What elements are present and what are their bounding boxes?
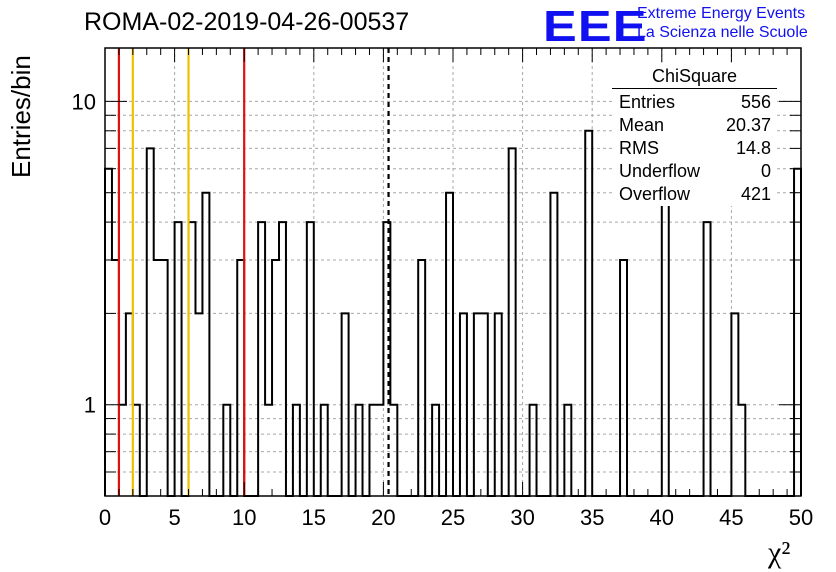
marker-lines (117, 48, 390, 496)
stats-label: Mean (619, 115, 665, 135)
stats-title: ChiSquare (612, 66, 777, 89)
histogram-outline (104, 129, 802, 497)
x-tick-label: 0 (99, 505, 111, 530)
tick-labels: 0 5 10 15 20 25 30 35 40 45 50 1 10 (72, 89, 814, 530)
logo-tagline-2: La Scienza nelle Scuole (637, 24, 808, 41)
x-tick-label: 20 (371, 505, 395, 530)
y-tick-label: 1 (84, 393, 96, 418)
histogram-bars (104, 129, 802, 497)
chart-title: ROMA-02-2019-04-26-00537 (84, 8, 410, 36)
x-tick-label: 50 (789, 505, 813, 530)
stats-label: Entries (619, 92, 676, 112)
x-axis-label: χ² (768, 536, 791, 569)
stats-label: Underflow (619, 161, 701, 181)
eee-logo: EEE (543, 2, 648, 51)
stats-row-mean: Mean 20.37 (612, 114, 777, 137)
logo-tagline-1: Extreme Energy Events (637, 5, 806, 22)
x-tick-label: 25 (441, 505, 465, 530)
stats-value: 14.8 (735, 138, 771, 158)
y-tick-label: 10 (72, 89, 96, 114)
stats-label: RMS (619, 138, 659, 158)
stats-row-overflow: Overflow 421 (612, 183, 777, 206)
stats-row-rms: RMS 14.8 (612, 137, 777, 160)
stats-value: 556 (740, 92, 771, 112)
x-tick-label: 5 (168, 505, 180, 530)
x-tick-label: 15 (302, 505, 326, 530)
stats-label: Overflow (619, 184, 691, 204)
y-axis-label: Entries/bin (6, 55, 36, 178)
x-tick-label: 40 (650, 505, 674, 530)
x-tick-label: 45 (719, 505, 743, 530)
stats-value: 20.37 (725, 115, 771, 135)
stats-row-underflow: Underflow 0 (612, 160, 777, 183)
x-tick-label: 30 (510, 505, 534, 530)
stats-value: 0 (760, 161, 771, 181)
stats-box: ChiSquare Entries 556 Mean 20.37 RMS 14.… (612, 66, 777, 206)
x-tick-label: 10 (232, 505, 256, 530)
stats-row-entries: Entries 556 (612, 91, 777, 114)
stats-value: 421 (740, 184, 771, 204)
axis-ticks (104, 48, 802, 497)
x-tick-label: 35 (580, 505, 604, 530)
